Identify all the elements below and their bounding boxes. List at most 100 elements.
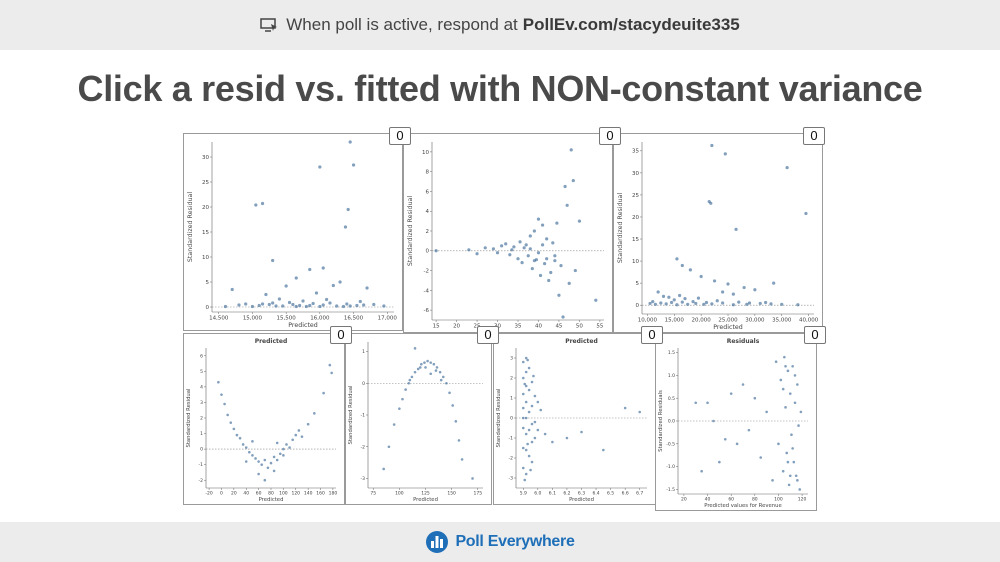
data-point — [753, 396, 757, 400]
data-point — [696, 296, 701, 300]
x-tick-label: 40 — [705, 497, 711, 503]
data-point — [528, 247, 532, 251]
x-tick-label: 150 — [447, 491, 456, 497]
chart-title: Predicted — [255, 338, 288, 345]
data-point — [781, 469, 785, 473]
data-point — [291, 302, 295, 307]
data-point — [680, 263, 684, 268]
data-point — [530, 404, 534, 408]
data-point — [244, 446, 248, 449]
scatter-chart: 10,000 15,000 20,000 25,000 30,000 35,000 40,0… — [617, 142, 819, 331]
data-point — [241, 443, 245, 446]
data-point — [483, 246, 487, 250]
data-point — [520, 261, 524, 265]
data-point — [580, 430, 583, 434]
y-tick-label: 10 — [202, 255, 209, 261]
data-point — [527, 454, 531, 458]
data-point — [804, 211, 808, 216]
y-tick-label: -1.0 — [666, 464, 675, 470]
x-tick-label: 15,000 — [243, 316, 263, 322]
data-point — [796, 383, 799, 386]
data-point — [254, 457, 257, 460]
y-axis-label: Standardized Residual — [348, 385, 354, 444]
data-point — [467, 248, 471, 252]
y-axis-label: Standardized Residual — [186, 388, 192, 447]
data-point — [729, 392, 733, 395]
data-point — [345, 302, 349, 306]
data-point — [217, 380, 220, 384]
data-point — [423, 361, 426, 364]
y-tick-label: 1.5 — [668, 350, 675, 356]
data-point — [328, 363, 332, 367]
y-tick-label: 0 — [636, 303, 640, 309]
data-point — [694, 301, 698, 306]
data-point — [783, 355, 786, 359]
data-point — [529, 468, 532, 472]
residual-plot-option-3[interactable]: 10,000 15,000 20,000 25,000 30,000 35,000 40,0… — [613, 133, 823, 333]
residual-plot-option-1[interactable]: 14,500 15,000 15,500 16,000 16,500 17,000 0 5 10… — [183, 133, 403, 331]
data-point — [521, 406, 525, 410]
y-tick-label: 1 — [362, 349, 365, 355]
data-point — [238, 436, 242, 440]
residual-plot-option-6[interactable]: 5.9 6.0 6.1 6.2 6.3 6.4 6.5 6.6 6.7 -3 -2 -1 0 1 2 3 Sta… — [493, 333, 656, 505]
data-point — [271, 258, 275, 263]
residual-plot-option-4[interactable]: -20 0 20 40 60 80 100 120 140 160 180 -2 -1 0 1 2 3 4 5 6 St… — [183, 333, 345, 505]
data-point — [407, 381, 411, 385]
data-point — [516, 257, 520, 261]
data-point — [774, 360, 778, 363]
data-point — [278, 452, 282, 456]
residual-plot-option-5[interactable]: 75 100 125 150 175 -3 -2 -1 0 1 Standardized Resid… — [345, 333, 492, 505]
x-tick-label: 14,500 — [209, 316, 229, 322]
x-tick-label: 20 — [453, 324, 460, 330]
x-tick-label: 100 — [774, 497, 783, 503]
residual-plot-option-2[interactable]: 152025303540455055-6-4-20246810Standardi… — [403, 133, 613, 333]
response-count-badge: 0 — [641, 326, 663, 344]
data-point — [300, 435, 304, 438]
y-tick-label: -1 — [361, 413, 366, 419]
x-tick-label: 16,500 — [344, 316, 364, 322]
data-point — [569, 148, 573, 152]
data-point — [527, 388, 531, 392]
data-point — [457, 439, 461, 442]
data-point — [664, 302, 668, 306]
poll-url: PollEv.com/stacydeuite335 — [522, 15, 740, 34]
x-tick-label: 120 — [798, 497, 807, 503]
data-point — [545, 257, 549, 261]
x-tick-label: 175 — [473, 491, 482, 497]
data-point — [321, 303, 325, 307]
data-point — [543, 262, 547, 266]
residual-plot-option-7[interactable]: 20 40 60 80 100 120 -1.5 -1.0 -0.5 0.0 0.5 1.0 1.5 St… — [655, 333, 817, 511]
data-point — [565, 203, 569, 207]
data-point — [382, 304, 386, 308]
data-point — [232, 427, 236, 431]
data-point — [527, 428, 531, 432]
x-tick-label: 100 — [279, 491, 288, 497]
data-point — [563, 184, 567, 189]
data-point — [669, 300, 674, 305]
y-tick-label: 25 — [632, 193, 639, 199]
y-tick-label: 2 — [200, 416, 203, 422]
data-point — [527, 410, 531, 414]
x-tick-label: 100 — [395, 491, 404, 497]
data-point — [275, 458, 279, 462]
data-point — [230, 287, 234, 292]
response-count-badge: 0 — [599, 127, 621, 145]
x-tick-label: 15,500 — [277, 316, 297, 322]
data-point — [413, 347, 417, 350]
data-point — [731, 292, 735, 296]
x-tick-label: 80 — [752, 497, 758, 503]
data-point — [521, 466, 525, 470]
y-tick-label: 10 — [632, 259, 639, 265]
data-point — [791, 447, 794, 450]
y-tick-label: 2 — [510, 376, 513, 382]
data-point — [264, 292, 268, 297]
data-point — [559, 264, 563, 268]
data-point — [338, 280, 342, 284]
data-point — [678, 293, 682, 298]
poll-instructions-bar: When poll is active, respond at PollEv.c… — [0, 0, 1000, 50]
x-axis-label: Predicted — [413, 497, 438, 503]
data-point — [413, 370, 417, 374]
data-point — [573, 268, 577, 273]
data-point — [577, 219, 582, 223]
data-point — [331, 283, 335, 288]
